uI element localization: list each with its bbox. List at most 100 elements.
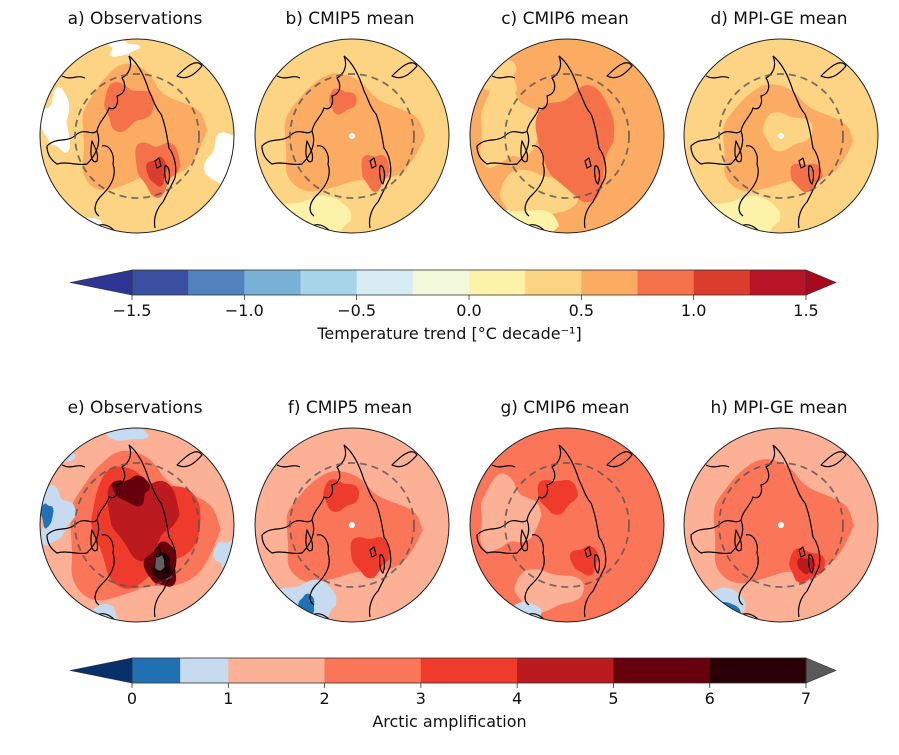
coastline: [96, 55, 132, 132]
contour-region: [709, 613, 732, 622]
contour-field: [255, 39, 449, 233]
colorbar-label: Arctic amplification: [372, 712, 527, 731]
coastline: [391, 451, 418, 468]
panel-b: b) CMIP5 mean: [250, 8, 450, 238]
coastline: [176, 62, 203, 79]
colorbar-segment: [581, 270, 638, 295]
coastline: [584, 157, 592, 169]
coastline: [798, 546, 806, 558]
colorbar-segment: [300, 270, 358, 295]
polar-map: [683, 38, 879, 234]
coastline: [311, 444, 347, 521]
colorbar-tick-label: 4: [512, 689, 523, 708]
coastline: [524, 534, 545, 606]
coastline: [90, 529, 99, 552]
coastline: [391, 62, 418, 79]
coastline: [738, 534, 759, 606]
colorbar-tick-label: 7: [800, 689, 812, 708]
coastline: [343, 55, 392, 179]
coastline: [606, 62, 633, 79]
contour-region: [762, 112, 813, 152]
polar-map: [254, 38, 450, 234]
map-boundary: [254, 38, 450, 234]
polar-map: [39, 38, 235, 234]
panel-a: a) Observations: [35, 8, 235, 238]
colorbar-segment: [637, 270, 695, 295]
pole-marker: [349, 133, 355, 139]
coastline: [90, 140, 99, 163]
coastline: [808, 554, 815, 574]
contour-field: [470, 39, 664, 233]
coastline: [368, 177, 391, 229]
colorbar-extend-min: [69, 269, 133, 296]
panel-f: f) CMIP5 mean: [250, 397, 450, 627]
contour-field: [40, 428, 234, 622]
colorbar-segment: [132, 658, 181, 683]
contour-region: [155, 554, 166, 571]
contour-region: [204, 132, 234, 185]
contour-region: [687, 448, 706, 461]
colorbar-segment: [244, 270, 301, 295]
contour-region: [790, 163, 823, 193]
colorbar-tick-label: 1: [223, 689, 234, 708]
colorbar-tick-label: 6: [704, 689, 715, 708]
map-boundary: [39, 427, 235, 623]
panel-e: e) Observations: [35, 397, 235, 627]
coastline: [61, 464, 86, 468]
colorbar-tick-label: −0.5: [337, 301, 377, 320]
coastline: [491, 75, 516, 79]
contour-region: [697, 195, 781, 233]
contour-region: [40, 485, 77, 546]
colorbar-tick-label: 1.5: [793, 301, 819, 320]
coastline: [584, 546, 592, 558]
panel-d: d) MPI-GE mean: [679, 8, 879, 238]
coastline: [808, 165, 815, 185]
coastline: [176, 451, 203, 468]
coastline: [164, 554, 171, 574]
coastline: [772, 55, 821, 179]
coastline: [153, 177, 176, 229]
panel-title: c) CMIP6 mean: [501, 9, 629, 29]
coastline: [128, 55, 177, 179]
colorbar-segment: [709, 658, 807, 683]
colorbar-temperature-trend: −1.5 −1.0 −0.5 0.0 0.5 1.0 1.5 Temperature tre…: [0, 268, 899, 353]
coastline: [379, 165, 386, 185]
contour-region: [797, 557, 816, 575]
coastline: [305, 140, 314, 163]
coastline: [154, 157, 162, 169]
contour-region: [470, 56, 517, 95]
coastline: [705, 75, 730, 79]
map-boundary: [39, 38, 235, 234]
coastline: [772, 444, 821, 568]
coastline: [820, 62, 847, 79]
arctic-circle-dashed: [74, 73, 200, 199]
colorbar-tick-label: 5: [608, 689, 619, 708]
arctic-circle-dashed: [504, 73, 630, 199]
coastline: [311, 55, 347, 132]
coastline: [797, 177, 820, 229]
coastline: [154, 546, 162, 558]
coastline: [61, 75, 86, 79]
colorbar-segment: [228, 658, 326, 683]
arctic-circle-dashed: [718, 462, 844, 588]
contour-region: [350, 537, 392, 579]
coastline: [520, 529, 529, 552]
colorbar-segment: [469, 270, 526, 295]
map-boundary: [254, 427, 450, 623]
coastline: [369, 157, 377, 169]
contour-region: [480, 473, 542, 552]
coastline: [734, 140, 743, 163]
polar-map: [39, 427, 235, 623]
panel-title: f) CMIP5 mean: [287, 398, 413, 418]
contour-region: [480, 78, 542, 168]
panel-title: a) Observations: [67, 9, 203, 29]
arctic-circle-dashed: [289, 73, 415, 199]
colorbar-graphic: [69, 269, 837, 300]
coastline: [491, 464, 516, 468]
map-boundary: [469, 427, 665, 623]
arctic-circle-dashed: [504, 462, 630, 588]
colorbar-tick-label: 2: [319, 689, 330, 708]
polar-map: [469, 38, 665, 234]
pole-marker: [778, 522, 784, 528]
coastline: [520, 140, 529, 163]
